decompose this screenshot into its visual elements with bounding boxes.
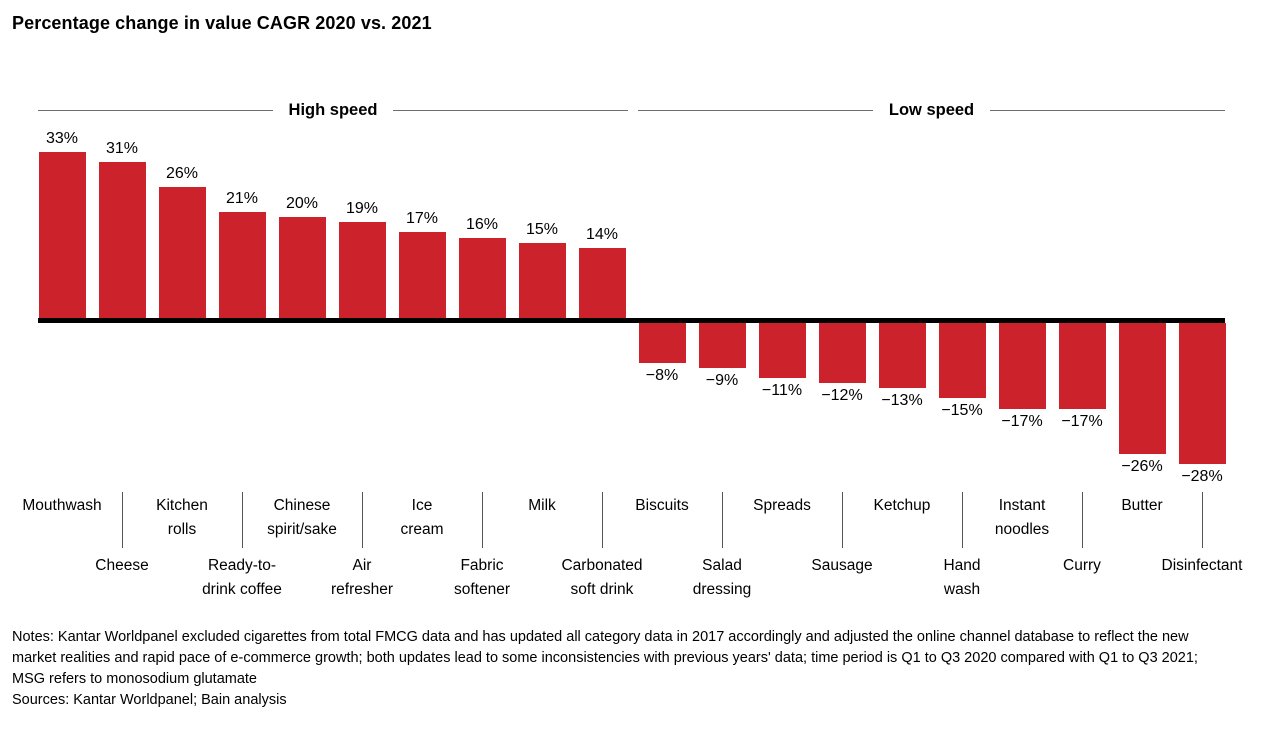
category-label: Curry	[1063, 557, 1101, 574]
bar-value-label: 21%	[225, 190, 259, 208]
bar	[938, 323, 986, 399]
bar-value-label: 19%	[345, 200, 379, 218]
bar	[578, 247, 626, 318]
category-label: Ice cream	[400, 497, 444, 538]
bar	[1058, 323, 1106, 409]
bar-value-label: 20%	[285, 195, 319, 213]
bar	[698, 323, 746, 369]
category-label: Mouthwash	[22, 497, 102, 514]
label-divider-line	[482, 492, 483, 548]
category-label-area: Mouthwash Cheese Kitchen rolls Ready-to- dr…	[0, 492, 1276, 624]
zero-baseline	[38, 318, 1225, 323]
label-divider-line	[122, 492, 123, 548]
category-label: Carbonated soft drink	[561, 557, 643, 598]
header-rule-left	[38, 109, 273, 111]
bar	[758, 323, 806, 379]
bar-value-label: 17%	[405, 210, 439, 228]
bar	[1178, 323, 1226, 464]
label-divider-line	[1082, 492, 1083, 548]
bar	[98, 162, 146, 318]
bar-value-label: −28%	[1181, 467, 1223, 485]
bar	[518, 242, 566, 318]
bar-value-label: 26%	[165, 165, 199, 183]
group-label-high-speed: High speed	[288, 100, 378, 119]
bar	[878, 323, 926, 389]
bar-value-label: −12%	[821, 387, 863, 405]
category-label: Salad dressing	[692, 557, 752, 598]
bar	[998, 323, 1046, 409]
bar	[1118, 323, 1166, 454]
category-label: Kitchen rolls	[156, 497, 208, 538]
category-label: Biscuits	[635, 497, 689, 514]
category-label: Hand wash	[943, 557, 981, 598]
bar-value-label: −9%	[705, 372, 739, 390]
bar-value-label: −8%	[645, 367, 679, 385]
bar-value-label: 14%	[585, 225, 619, 243]
category-label: Ketchup	[873, 497, 931, 514]
bar	[218, 212, 266, 318]
group-header-high-speed: High speed	[38, 97, 628, 123]
category-label: Sausage	[811, 557, 873, 574]
category-label: Chinese spirit/sake	[267, 497, 337, 538]
bar-value-label: −17%	[1061, 412, 1103, 430]
label-divider-line	[962, 492, 963, 548]
label-divider-line	[242, 492, 243, 548]
header-rule-right	[990, 109, 1226, 111]
header-rule-right	[393, 109, 628, 111]
category-label: Disinfectant	[1161, 557, 1243, 574]
bar-value-label: −17%	[1001, 412, 1043, 430]
bar-value-label: −15%	[941, 402, 983, 420]
notes-text: Notes: Kantar Worldpanel excluded cigare…	[12, 629, 1198, 688]
category-label: Butter	[1121, 497, 1163, 514]
bar	[158, 187, 206, 318]
category-label: Instant noodles	[994, 497, 1050, 538]
bar	[458, 237, 506, 318]
header-rule-left	[638, 109, 873, 111]
category-label: Ready-to- drink coffee	[202, 557, 282, 598]
bar	[398, 232, 446, 318]
category-label: Cheese	[95, 557, 149, 574]
category-label: Fabric softener	[453, 557, 510, 598]
bar	[38, 152, 86, 318]
bar-value-label: 15%	[525, 220, 559, 238]
label-divider-line	[362, 492, 363, 548]
label-divider-line	[722, 492, 723, 548]
bar-value-label: −13%	[881, 392, 923, 410]
chart-area: 33% 31% 26% 21% 20% 19% 17% 16% 15% 14% −8% −9% −11%…	[0, 128, 1276, 506]
bar-value-label: 33%	[45, 130, 79, 147]
label-divider-line	[602, 492, 603, 548]
bar-value-label: 31%	[105, 140, 139, 158]
bar	[338, 222, 386, 318]
sources-text: Sources: Kantar Worldpanel; Bain analysi…	[12, 692, 287, 709]
category-label: Milk	[528, 497, 556, 514]
bar	[638, 323, 686, 364]
category-label: Air refresher	[330, 557, 394, 598]
label-divider-line	[842, 492, 843, 548]
group-label-low-speed: Low speed	[888, 100, 975, 119]
bar	[818, 323, 866, 384]
bar-value-label: −26%	[1121, 457, 1163, 475]
bar-value-label: 16%	[465, 215, 499, 233]
bar-value-label: −11%	[761, 382, 803, 400]
bar	[278, 217, 326, 318]
chart-title: Percentage change in value CAGR 2020 vs.…	[12, 13, 432, 33]
label-divider-line	[1202, 492, 1203, 548]
category-label: Spreads	[753, 497, 811, 514]
group-header-low-speed: Low speed	[638, 97, 1226, 123]
footnote-block: Notes: Kantar Worldpanel excluded cigare…	[12, 627, 1228, 712]
